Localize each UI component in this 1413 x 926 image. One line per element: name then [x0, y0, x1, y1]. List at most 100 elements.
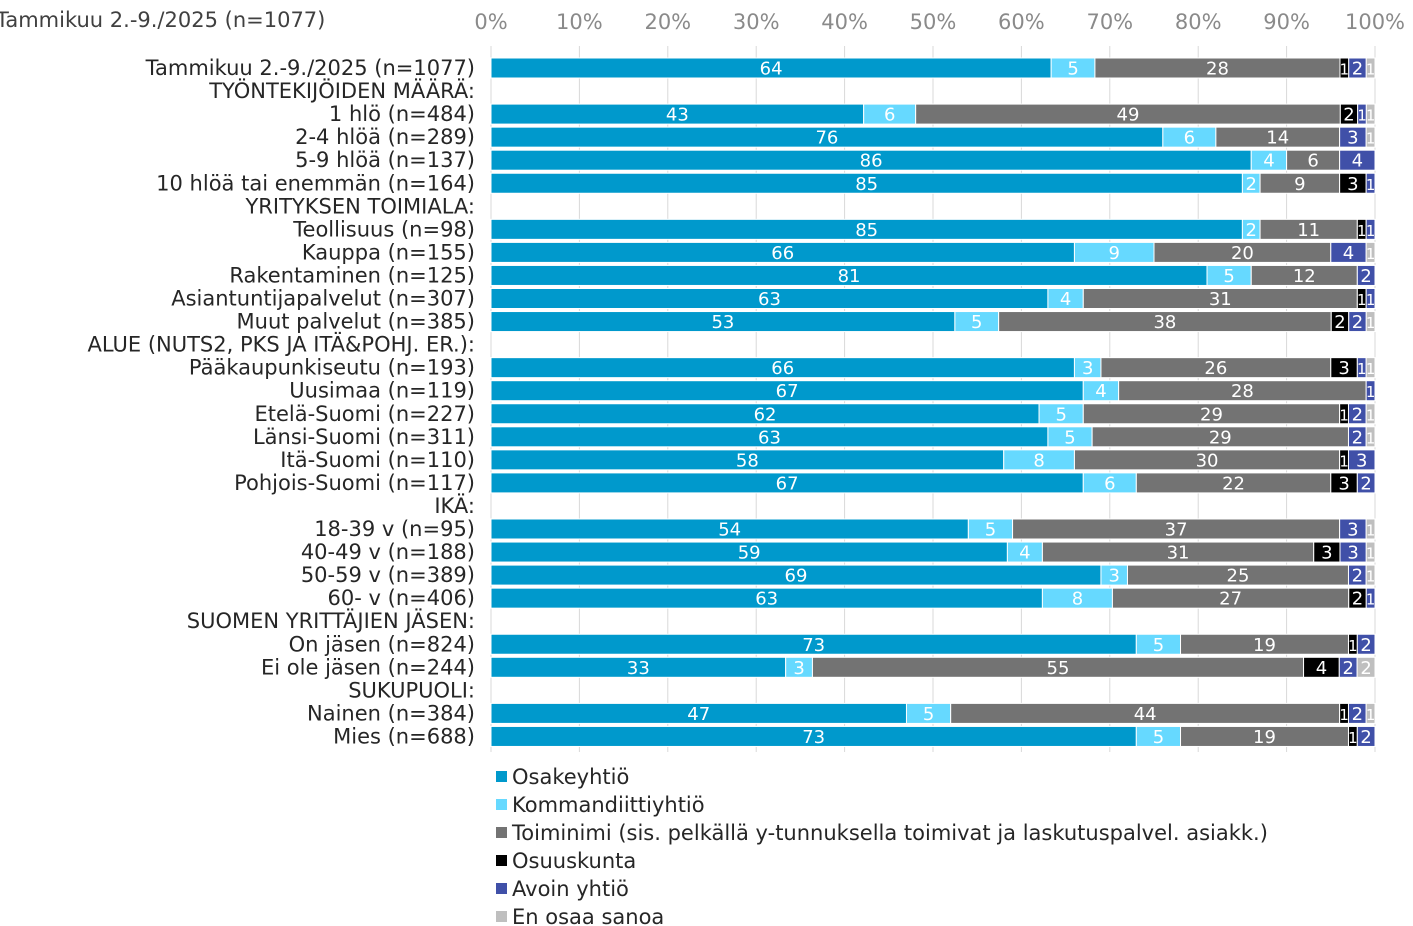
data-label: 1	[1366, 246, 1375, 263]
data-label: 49	[1117, 105, 1140, 126]
row-label: On jäsen (n=824)	[289, 632, 475, 656]
data-label: 3	[1347, 174, 1358, 195]
data-label: 3	[1321, 543, 1332, 564]
bar-row: Tammikuu 2.-9./2025 (n=1077) 64 5 28 1 2 1	[145, 56, 1376, 80]
data-label: 1	[1366, 546, 1375, 563]
bar-row: Etelä-Suomi (n=227) 62 5 29 1 2 1	[254, 402, 1376, 426]
bar-segment-en-osaa-sanoa	[1365, 357, 1376, 379]
data-label: 2	[1352, 59, 1363, 80]
bar-segment-en-osaa-sanoa	[1365, 311, 1376, 333]
data-label: 4	[1095, 381, 1106, 402]
data-label: 2	[1352, 404, 1363, 425]
data-label: 6	[1104, 473, 1115, 494]
data-label: 9	[1294, 174, 1305, 195]
data-label: 37	[1165, 520, 1188, 541]
bar-segment-en-osaa-sanoa	[1365, 403, 1376, 425]
bar-row: Rakentaminen (n=125) 81 5 12 2	[229, 263, 1376, 287]
data-label: 1	[1366, 361, 1375, 378]
data-label: 28	[1206, 59, 1229, 80]
data-label: 1	[1340, 62, 1349, 79]
data-label: 1	[1357, 361, 1366, 378]
data-label: 3	[793, 658, 804, 679]
row-label: 60- v (n=406)	[328, 586, 475, 610]
data-label: 1	[1366, 407, 1375, 424]
bar-segment-en-osaa-sanoa	[1365, 241, 1376, 263]
bar-row: On jäsen (n=824) 73 5 19 1 2	[289, 632, 1376, 656]
legend-label: Toiminimi (sis. pelkällä y-tunnuksella t…	[511, 821, 1268, 845]
data-label: 76	[815, 128, 838, 149]
data-label: 86	[860, 151, 883, 172]
data-label: 44	[1134, 704, 1157, 725]
data-label: 1	[1366, 108, 1375, 125]
data-label: 1	[1366, 707, 1375, 724]
row-label: Itä-Suomi (n=110)	[280, 448, 475, 472]
bar-row: 50-59 v (n=389) 69 3 25 2 1	[301, 563, 1376, 587]
data-label: 6	[1307, 151, 1318, 172]
row-label: 40-49 v (n=188)	[301, 540, 475, 564]
legend-item: Toiminimi (sis. pelkällä y-tunnuksella t…	[496, 821, 1268, 845]
data-label: 31	[1167, 543, 1190, 564]
data-label: 5	[971, 312, 982, 333]
data-label: 25	[1227, 566, 1250, 587]
bar-segment-en-osaa-sanoa	[1365, 541, 1376, 563]
data-label: 5	[923, 704, 934, 725]
row-label: Nainen (n=384)	[307, 701, 475, 725]
data-label: 1	[1366, 430, 1375, 447]
bar-row: Ei ole jäsen (n=244) 33 3 55 4 2 2	[261, 655, 1376, 679]
data-label: 54	[718, 520, 741, 541]
x-tick-label: 100%	[1345, 10, 1405, 34]
bar-segment-avoin-yhtio	[1365, 288, 1376, 309]
data-label: 63	[755, 589, 778, 610]
data-label: 3	[1347, 543, 1358, 564]
data-label: 53	[711, 312, 734, 333]
data-label: 38	[1153, 312, 1176, 333]
data-label: 1	[1366, 131, 1375, 148]
bar-row: Pohjois-Suomi (n=117) 67 6 22 3 2	[234, 471, 1376, 495]
data-label: 6	[884, 105, 895, 126]
row-label: Uusimaa (n=119)	[289, 379, 475, 403]
data-label: 2	[1352, 704, 1363, 725]
group-header-label: SUKUPUOLI:	[348, 678, 475, 702]
data-label: 73	[802, 635, 825, 656]
bar-segment-en-osaa-sanoa	[1365, 426, 1376, 448]
data-label: 63	[758, 289, 781, 310]
data-label: 59	[738, 543, 761, 564]
x-axis-ticks: 0% 10% 20% 30% 40% 50% 60% 70% 80% 90% 100%	[474, 10, 1405, 34]
x-tick-label: 40%	[821, 10, 868, 34]
data-label: 5	[1067, 59, 1078, 80]
group-header: ALUE (NUTS2, PKS JA ITÄ&POHJ. ER.):	[88, 332, 476, 357]
data-label: 4	[1343, 243, 1354, 264]
bar-segment-en-osaa-sanoa	[1365, 126, 1376, 148]
data-label: 1	[1366, 523, 1375, 540]
data-label: 64	[760, 59, 783, 80]
data-label: 1	[1366, 62, 1375, 79]
bar-row: Asiantuntijapalvelut (n=307) 63 4 31 1 1	[171, 287, 1376, 311]
legend-swatch	[496, 855, 507, 866]
x-tick-label: 80%	[1175, 10, 1222, 34]
bar-row: Muut palvelut (n=385) 53 5 38 2 2 1	[237, 310, 1376, 334]
legend-label: Avoin yhtiö	[512, 877, 629, 901]
bar-segment-avoin-yhtio	[1356, 264, 1376, 286]
data-label: 31	[1209, 289, 1232, 310]
legend-label: Osakeyhtiö	[512, 765, 629, 789]
row-label: 2-4 hlöä (n=289)	[295, 125, 475, 149]
row-label: 5-9 hlöä (n=137)	[295, 148, 475, 172]
row-label: Rakentaminen (n=125)	[229, 263, 475, 287]
data-label: 1	[1348, 730, 1357, 747]
x-tick-label: 70%	[1086, 10, 1133, 34]
bar-row: Teollisuus (n=98) 85 2 11 1 1	[292, 217, 1376, 241]
data-label: 29	[1200, 404, 1223, 425]
data-label: 67	[776, 473, 799, 494]
bar-row: 18-39 v (n=95) 54 5 37 3 1	[314, 517, 1376, 541]
data-label: 4	[1060, 289, 1071, 310]
data-label: 29	[1209, 427, 1232, 448]
bar-segment-avoin-yhtio	[1356, 633, 1376, 655]
bar-row: 10 hlöä tai enemmän (n=164) 85 2 9 3 1	[156, 171, 1376, 195]
data-label: 85	[855, 174, 878, 195]
data-label: 3	[1347, 128, 1358, 149]
data-label: 26	[1204, 358, 1227, 379]
legend-swatch	[496, 827, 507, 838]
data-label: 9	[1108, 243, 1119, 264]
data-label: 2	[1352, 427, 1363, 448]
